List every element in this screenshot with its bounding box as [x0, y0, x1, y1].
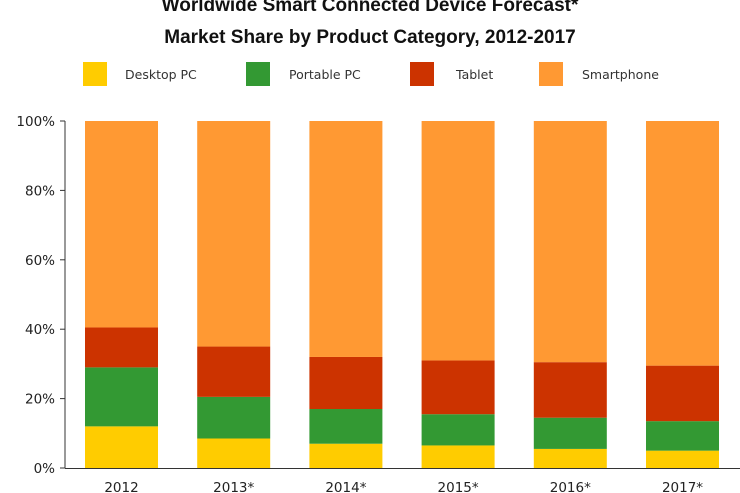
y-tick-label: 100%: [16, 114, 55, 130]
bar-segment-smartphone: [85, 121, 158, 328]
x-tick-label: 2013*: [213, 480, 254, 493]
y-axis: 0% 20% 40% 60% 80% 100%: [16, 114, 740, 477]
bar-segment-smartphone: [533, 121, 607, 363]
y-tick-label: 20%: [25, 392, 55, 408]
bar-segment-tablet: [85, 327, 158, 368]
legend: Desktop PC Portable PC Tablet Smartphone: [83, 62, 659, 86]
y-tick-label: 60%: [25, 253, 55, 269]
bar-segment-desktop-pc: [197, 438, 271, 468]
x-tick-label: 2016*: [550, 480, 591, 493]
chart-title: Worldwide Smart Connected Device Forecas…: [162, 0, 579, 16]
bar-segment-desktop-pc: [533, 448, 607, 468]
bar-segment-portable-pc: [197, 396, 271, 439]
bar-segment-smartphone: [646, 121, 719, 366]
x-tick-label: 2017*: [662, 480, 703, 493]
chart-subtitle: Market Share by Product Category, 2012-2…: [164, 27, 576, 48]
x-tick-label: 2012: [104, 480, 138, 493]
bar-segment-tablet: [421, 360, 495, 415]
bar-segment-desktop-pc: [646, 450, 719, 468]
legend-label: Portable PC: [289, 67, 361, 82]
legend-swatch: [83, 62, 107, 86]
bar-segment-portable-pc: [646, 421, 719, 451]
bar-segment-desktop-pc: [85, 426, 158, 468]
bar-segment-tablet: [646, 365, 719, 422]
x-tick-label: 2015*: [438, 480, 479, 493]
legend-label: Tablet: [455, 67, 493, 82]
bar-segment-portable-pc: [533, 417, 607, 449]
bar-segment-tablet: [309, 356, 383, 410]
bar-segment-desktop-pc: [421, 445, 495, 468]
bar-segment-smartphone: [421, 121, 495, 361]
bar-segment-smartphone: [197, 121, 271, 347]
bar-segment-desktop-pc: [309, 443, 383, 468]
legend-label: Smartphone: [582, 67, 659, 82]
y-tick-label: 40%: [25, 322, 55, 338]
legend-swatch: [246, 62, 270, 86]
y-tick-label: 80%: [25, 183, 55, 199]
bar-segment-smartphone: [309, 121, 383, 357]
bar-segment-portable-pc: [85, 367, 158, 427]
legend-label: Desktop PC: [125, 67, 197, 82]
bar-segment-portable-pc: [309, 409, 383, 444]
legend-swatch: [410, 62, 434, 86]
x-axis: 2012 2013* 2014* 2015* 2016* 2017*: [104, 480, 703, 493]
bar-segment-tablet: [197, 346, 271, 397]
legend-swatch: [539, 62, 563, 86]
bar-segment-portable-pc: [421, 414, 495, 446]
bar-segment-tablet: [533, 362, 607, 418]
plot-area: [85, 121, 719, 468]
x-tick-label: 2014*: [325, 480, 366, 493]
y-tick-label: 0%: [34, 461, 56, 477]
